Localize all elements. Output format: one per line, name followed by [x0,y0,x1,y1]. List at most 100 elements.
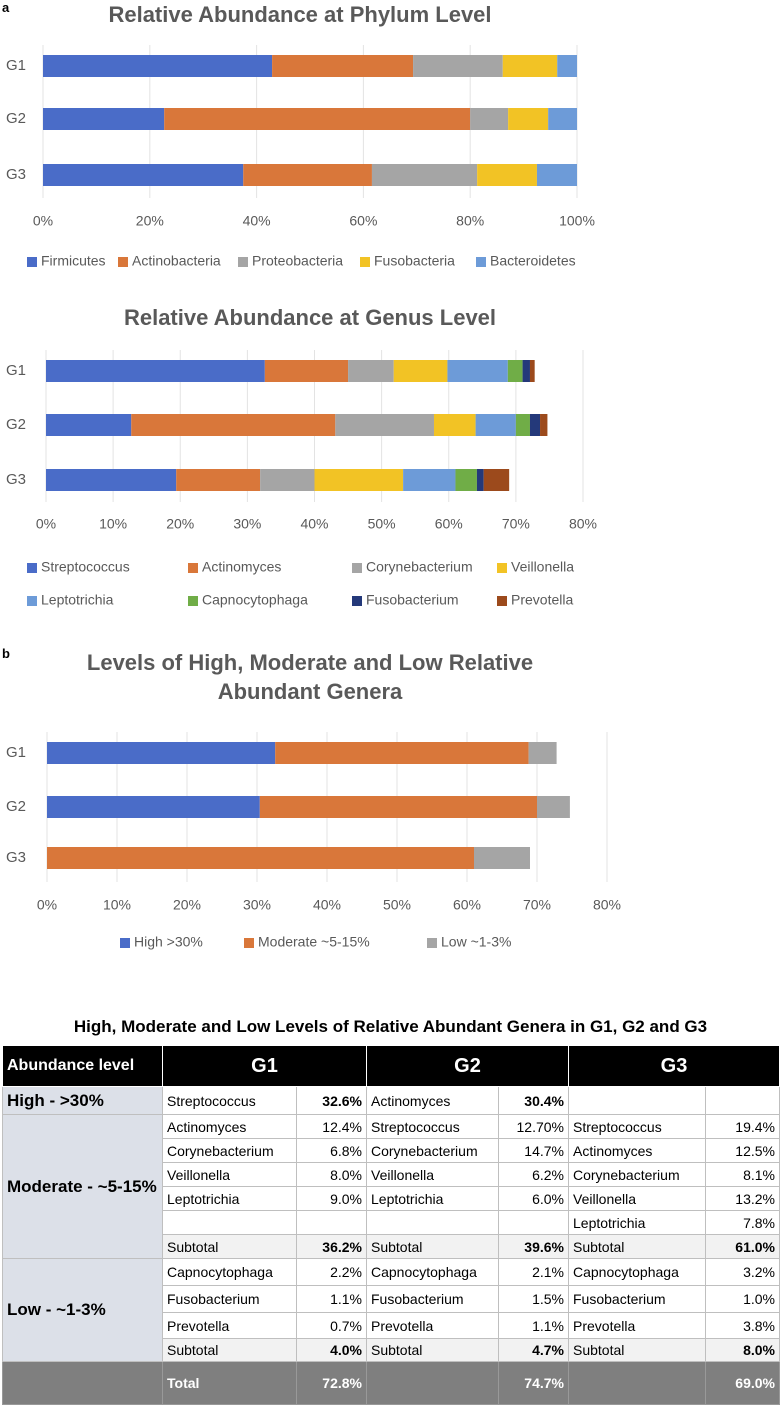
value-cell: 8.0% [705,1338,780,1362]
value-cell: 19.4% [705,1114,780,1139]
header-cell: G3 [568,1045,780,1087]
value-cell: 61.0% [705,1234,780,1259]
x-tick-label: 60% [453,897,481,913]
genus-cell: Streptococcus [366,1114,499,1139]
total-label [568,1361,706,1405]
header-row: Abundance level G1 G2 G3 [2,1045,780,1087]
bar-segment [176,469,261,491]
bar-segment [371,164,478,186]
legend-swatch [497,596,507,606]
panel-label: b [2,646,10,661]
y-tick-label: G2 [6,416,26,433]
bar-segment [403,469,456,491]
genus-cell: Corynebacterium [568,1162,706,1187]
genus-cell: Prevotella [568,1312,706,1339]
legend-label: Corynebacterium [366,559,473,575]
bar-segment [557,55,577,77]
bar-segment [475,414,516,436]
section-label: Low - ~1-3% [2,1258,163,1362]
x-tick-label: 60% [349,213,377,229]
table-row: Veillonella 8.0% Veillonella 6.2% Corynebact… [3,1162,780,1187]
value-cell: 8.1% [705,1162,780,1187]
genus-cell: Veillonella [162,1162,297,1187]
legend-label: Prevotella [511,592,573,608]
y-tick-label: G2 [6,110,26,127]
genus-cell: Subtotal [568,1338,706,1362]
value-cell: 6.8% [296,1138,367,1163]
genus-cell: Actinomyces [568,1138,706,1163]
legend-swatch [238,257,248,267]
chart-title: Relative Abundance at Phylum Level [108,2,492,27]
x-tick-label: 80% [569,516,597,532]
genus-cell: Subtotal [568,1234,706,1259]
genus-cell: Leptotrichia [366,1186,499,1211]
legend-label: Proteobacteria [252,253,343,269]
bar-segment [455,469,477,491]
x-tick-label: 30% [243,897,271,913]
header-cell: G1 [162,1045,367,1087]
genus-cell: Streptococcus [568,1114,706,1139]
x-tick-label: 60% [435,516,463,532]
total-row: Total 72.8% 74.7% 69.0% [2,1361,780,1405]
value-cell: 13.2% [705,1186,780,1211]
charts: 0% 20% 40% 60% 80% 100% G1 G2 G3 Firmicutes Actino… [6,45,621,950]
value-cell: 2.2% [296,1258,367,1286]
legend-swatch [244,938,254,948]
value-cell: 39.6% [498,1234,569,1259]
x-tick-label: 10% [103,897,131,913]
section-label: Moderate - ~5-15% [2,1114,163,1259]
value-cell: 12.4% [296,1114,367,1139]
bar-segment [314,469,404,491]
value-cell: 1.5% [498,1285,569,1313]
genus-cell: Streptococcus [162,1086,297,1115]
value-cell: 9.0% [296,1186,367,1211]
value-cell: 3.8% [705,1312,780,1339]
value-cell: 7.8% [705,1210,780,1235]
bar-segment [528,742,557,764]
value-cell: 3.2% [705,1258,780,1286]
table-row: Moderate - ~5-15% Actinomyces 12.4% Strepto… [2,1114,780,1259]
legend-label: Fusobacteria [374,253,455,269]
bar-segment [537,796,570,818]
bar-segment [548,108,577,130]
total-label-spacer [2,1361,163,1405]
legend-label: Capnocytophaga [202,592,308,608]
genus-cell: Capnocytophaga [366,1258,499,1286]
y-tick-label: G1 [6,744,26,761]
genus-cell: Subtotal [162,1234,297,1259]
bar-segment [43,164,244,186]
bar-segment [260,469,315,491]
x-tick-label: 20% [173,897,201,913]
legend-swatch [476,257,486,267]
value-cell: 1.0% [705,1285,780,1313]
chart-title: Relative Abundance at Genus Level [123,305,497,330]
genus-cell: Fusobacterium [366,1285,499,1313]
bar-segment [47,847,474,869]
legend-swatch [118,257,128,267]
x-tick-label: 50% [383,897,411,913]
bar-segment [502,55,558,77]
x-tick-label: 0% [36,516,56,532]
x-tick-label: 80% [456,213,484,229]
genus-cell: Prevotella [366,1312,499,1339]
bar-segment [131,414,336,436]
genus-cell: Subtotal [366,1234,499,1259]
bar-segment [529,414,541,436]
header-cell: G2 [366,1045,569,1087]
genus-cell [366,1210,499,1235]
bar-segment [483,469,510,491]
value-cell: 0.7% [296,1312,367,1339]
genus-cell: Veillonella [366,1162,499,1187]
genus-cell: Actinomyces [162,1114,297,1139]
bar-segment [447,360,508,382]
table-row: Corynebacterium 6.8% Corynebacterium 14.7% A… [3,1138,780,1163]
y-tick-label: G3 [6,166,26,183]
x-tick-label: 40% [313,897,341,913]
x-tick-label: 0% [37,897,57,913]
table-row: Leptotrichia 7.8% [3,1210,780,1235]
x-tick-label: 40% [243,213,271,229]
bar-segment [243,164,372,186]
bar-segment [529,360,535,382]
legend-swatch [360,257,370,267]
bar-segment [46,414,132,436]
